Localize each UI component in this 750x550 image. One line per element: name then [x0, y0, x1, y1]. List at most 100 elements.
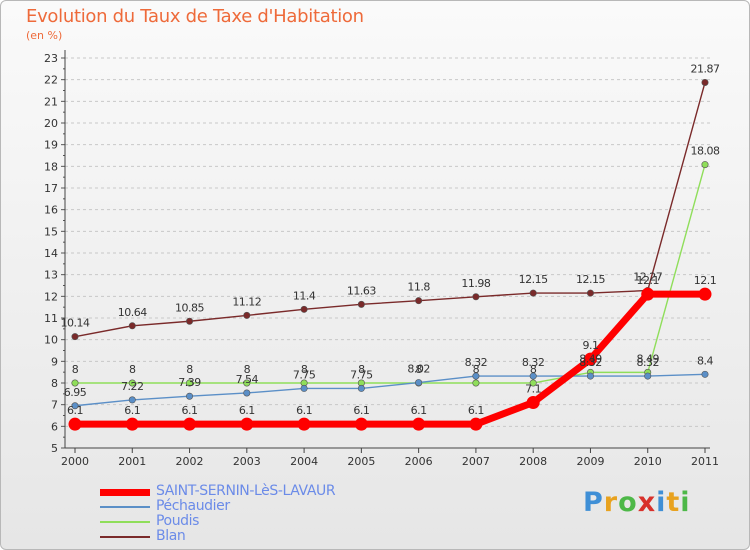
y-tick-label: 11 — [44, 312, 58, 325]
data-label: 12.15 — [519, 273, 548, 286]
data-point — [357, 300, 365, 308]
data-label: 7.1 — [525, 383, 541, 396]
data-label: 6.1 — [411, 404, 427, 417]
data-label: 6.95 — [64, 386, 87, 399]
data-point — [297, 417, 311, 431]
data-point — [354, 417, 368, 431]
data-point — [529, 289, 537, 297]
data-label: 8.32 — [465, 356, 488, 369]
x-tick-label: 2007 — [462, 455, 490, 468]
data-label: 6.1 — [239, 404, 255, 417]
y-tick-label: 23 — [44, 52, 58, 65]
data-point — [243, 389, 251, 397]
data-label: 8 — [301, 363, 308, 376]
data-label: 8.32 — [579, 356, 602, 369]
data-label: 10.64 — [118, 306, 147, 319]
data-point — [186, 317, 194, 325]
y-tick-label: 17 — [44, 182, 58, 195]
data-label: 11.8 — [407, 281, 430, 294]
series-line — [74, 82, 706, 338]
data-label: 8.32 — [636, 356, 659, 369]
y-tick-label: 6 — [51, 420, 58, 433]
x-tick-label: 2000 — [61, 455, 89, 468]
data-point — [469, 417, 483, 431]
data-label: 6.1 — [182, 404, 198, 417]
y-tick-label: 20 — [44, 117, 58, 130]
legend-swatch — [100, 488, 150, 496]
data-label: 9.1 — [582, 339, 598, 352]
data-label: 21.87 — [691, 62, 720, 75]
y-tick-label: 15 — [44, 225, 58, 238]
data-label: 6.1 — [353, 404, 369, 417]
data-point — [186, 392, 194, 400]
x-tick-label: 2006 — [405, 455, 433, 468]
logo-letter: P — [583, 487, 604, 518]
data-label: 7.54 — [236, 373, 259, 386]
y-tick-label: 10 — [44, 334, 58, 347]
data-point — [240, 417, 254, 431]
logo-letter: i — [656, 487, 667, 518]
data-label: 6.1 — [67, 404, 83, 417]
data-label: 8.49 — [636, 352, 659, 365]
data-label: 12.1 — [636, 274, 659, 287]
logo-letter: i — [680, 487, 691, 518]
chart-title: Evolution du Taux de Taxe d'Habitation — [26, 6, 364, 27]
data-label: 18.08 — [691, 145, 720, 158]
data-point — [357, 384, 365, 392]
y-tick-label: 5 — [51, 442, 58, 455]
data-point — [71, 402, 79, 410]
data-point — [472, 293, 480, 301]
y-tick-label: 9 — [51, 355, 58, 368]
data-label: 12.1 — [694, 274, 717, 287]
data-label: 6.1 — [124, 404, 140, 417]
logo-letter: r — [603, 487, 619, 518]
data-label: 8 — [415, 363, 422, 376]
data-label: 8 — [473, 363, 480, 376]
data-label: 8.32 — [522, 356, 545, 369]
data-label: 11.12 — [232, 295, 261, 308]
data-point — [586, 372, 594, 380]
x-tick-label: 2010 — [634, 455, 662, 468]
data-point — [125, 417, 139, 431]
data-point — [529, 372, 537, 380]
y-tick-label: 16 — [44, 204, 58, 217]
data-point — [243, 379, 251, 387]
y-tick-label: 14 — [44, 247, 58, 260]
legend-swatch — [100, 536, 150, 538]
data-point — [243, 311, 251, 319]
data-point — [701, 370, 709, 378]
data-point — [472, 372, 480, 380]
x-tick-label: 2004 — [290, 455, 318, 468]
data-point — [300, 305, 308, 313]
data-label: 12.15 — [576, 273, 605, 286]
data-point — [644, 372, 652, 380]
data-point — [300, 384, 308, 392]
data-point — [186, 379, 194, 387]
data-label: 8 — [358, 363, 365, 376]
data-point — [583, 352, 597, 366]
data-point — [526, 396, 540, 409]
data-point — [472, 379, 480, 387]
chart-subtitle: (en %) — [26, 29, 63, 42]
data-label: 8 — [72, 363, 79, 376]
data-label: 10.14 — [61, 317, 90, 330]
x-tick-label: 2002 — [176, 455, 204, 468]
data-label: 8 — [129, 363, 136, 376]
data-label: 10.85 — [175, 301, 204, 314]
data-point — [128, 379, 136, 387]
y-tick-label: 13 — [44, 269, 58, 282]
data-point — [71, 379, 79, 387]
data-label: 7.75 — [293, 368, 316, 381]
series-line — [75, 164, 706, 384]
data-label: 8.4 — [697, 354, 713, 367]
data-label: 11.63 — [347, 284, 376, 297]
data-label: 7.39 — [178, 376, 201, 389]
data-point — [529, 379, 537, 387]
data-label: 7.75 — [350, 368, 373, 381]
y-tick-label: 8 — [51, 377, 58, 390]
data-point — [586, 289, 594, 297]
series-line — [74, 373, 706, 407]
x-tick-label: 2008 — [519, 455, 547, 468]
x-tick-label: 2009 — [576, 455, 604, 468]
